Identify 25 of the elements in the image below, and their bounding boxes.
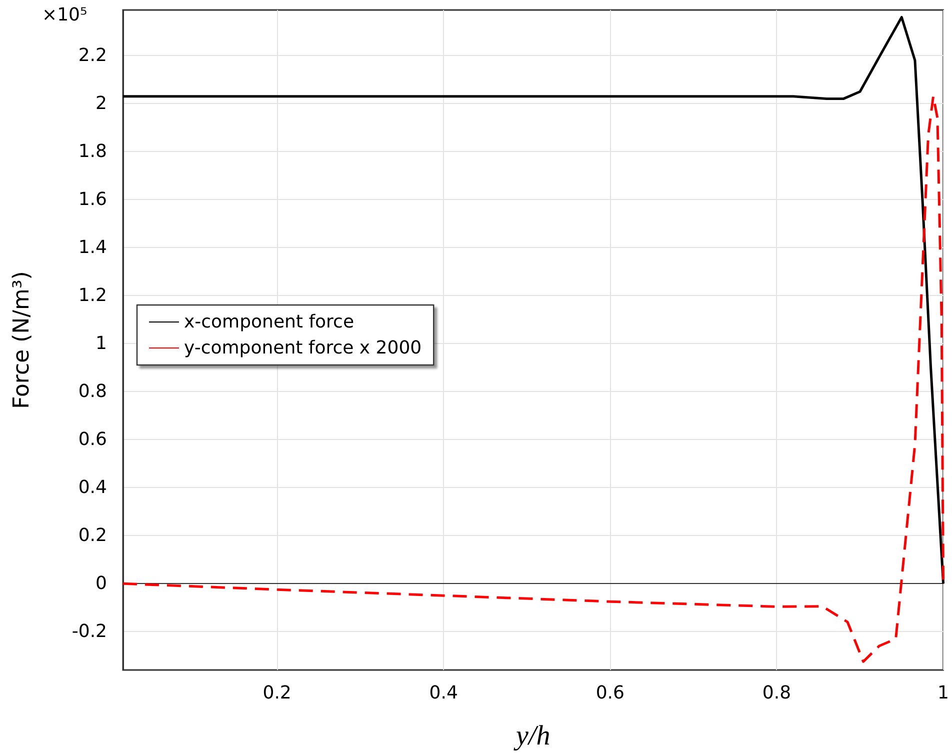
y-tick-label: 0 [96,573,107,594]
line-series [122,95,945,663]
x-axis-title: y/h [513,720,550,752]
x-tick-label: 1 [938,682,949,704]
y-tick-label: -0.2 [72,621,107,642]
y-tick-label: 0.4 [78,477,107,498]
y-tick-label: 1.6 [78,189,107,210]
text: ×10⁵ [42,4,88,26]
y-tick-label: 0.2 [78,525,107,546]
y-tick-label: 1.2 [78,285,107,306]
legend-label: y-component force x 2000 [184,338,422,358]
y-tick-label: 2.2 [78,45,107,66]
y-tick-label: 1.8 [78,141,107,162]
legend-label: x-component force [184,312,354,332]
y-tick-label: 2 [96,93,107,114]
x-tick-label: 0.2 [262,682,292,704]
x-tick-label: 0.6 [596,682,624,704]
y-axis-title: Force (N/m³) [10,271,34,409]
y-tick-label: 0.8 [78,381,107,402]
y-tick-label: 1.4 [78,237,107,258]
y-tick-label: 0.6 [78,429,107,450]
line-series [122,16,945,585]
y-tick-label: 1 [96,333,107,354]
x-tick-label: 0.4 [429,682,458,704]
x-tick-label: 0.8 [762,682,792,704]
